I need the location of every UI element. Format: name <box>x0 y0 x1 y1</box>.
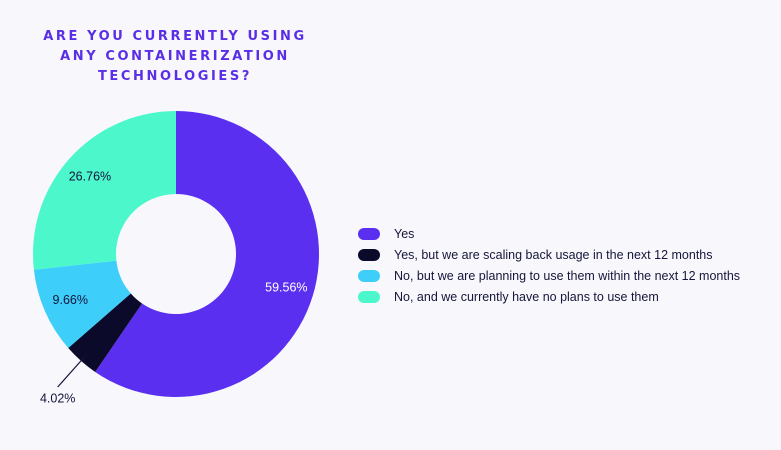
legend-item-no-plans: No, and we currently have no plans to us… <box>358 286 740 307</box>
chart-title-line-3: TECHNOLOGIES? <box>97 69 253 84</box>
slice-yes-scaling-back-value-label: 4.02% <box>40 391 75 405</box>
legend-swatch-no-plans <box>358 290 380 303</box>
legend-swatch-yes-scaling-back <box>358 248 380 261</box>
legend-swatch-no-planning <box>358 269 380 282</box>
chart-legend: Yes Yes, but we are scaling back usage i… <box>358 223 740 307</box>
slice-no-planning <box>33 260 131 349</box>
legend-label-yes-scaling-back: Yes, but we are scaling back usage in th… <box>394 247 713 262</box>
slice-no-planning-value-label: 9.66% <box>53 293 88 307</box>
legend-item-no-planning: No, but we are planning to use them with… <box>358 265 740 286</box>
slice-yes <box>95 111 319 397</box>
slice-yes-scaling-back-leader-line <box>57 355 86 388</box>
legend-swatch-yes <box>358 227 380 240</box>
slice-yes-scaling-back <box>68 293 143 372</box>
slice-no-plans-value-label: 26.76% <box>69 169 111 183</box>
legend-item-yes: Yes <box>358 223 740 244</box>
legend-label-no-planning: No, but we are planning to use them with… <box>394 268 741 283</box>
chart-title-line-1: ARE YOU CURRENTLY USING <box>43 29 307 44</box>
legend-label-no-plans: No, and we currently have no plans to us… <box>394 289 659 304</box>
chart-title-line-2: ANY CONTAINERIZATION <box>60 49 290 64</box>
legend-item-yes-scaling-back: Yes, but we are scaling back usage in th… <box>358 244 740 265</box>
slice-no-plans <box>33 111 177 270</box>
slice-yes-value-label: 59.56% <box>265 280 307 294</box>
legend-label-yes: Yes <box>394 226 415 241</box>
chart-title: ARE YOU CURRENTLY USING ANY CONTAINERIZA… <box>30 27 320 87</box>
